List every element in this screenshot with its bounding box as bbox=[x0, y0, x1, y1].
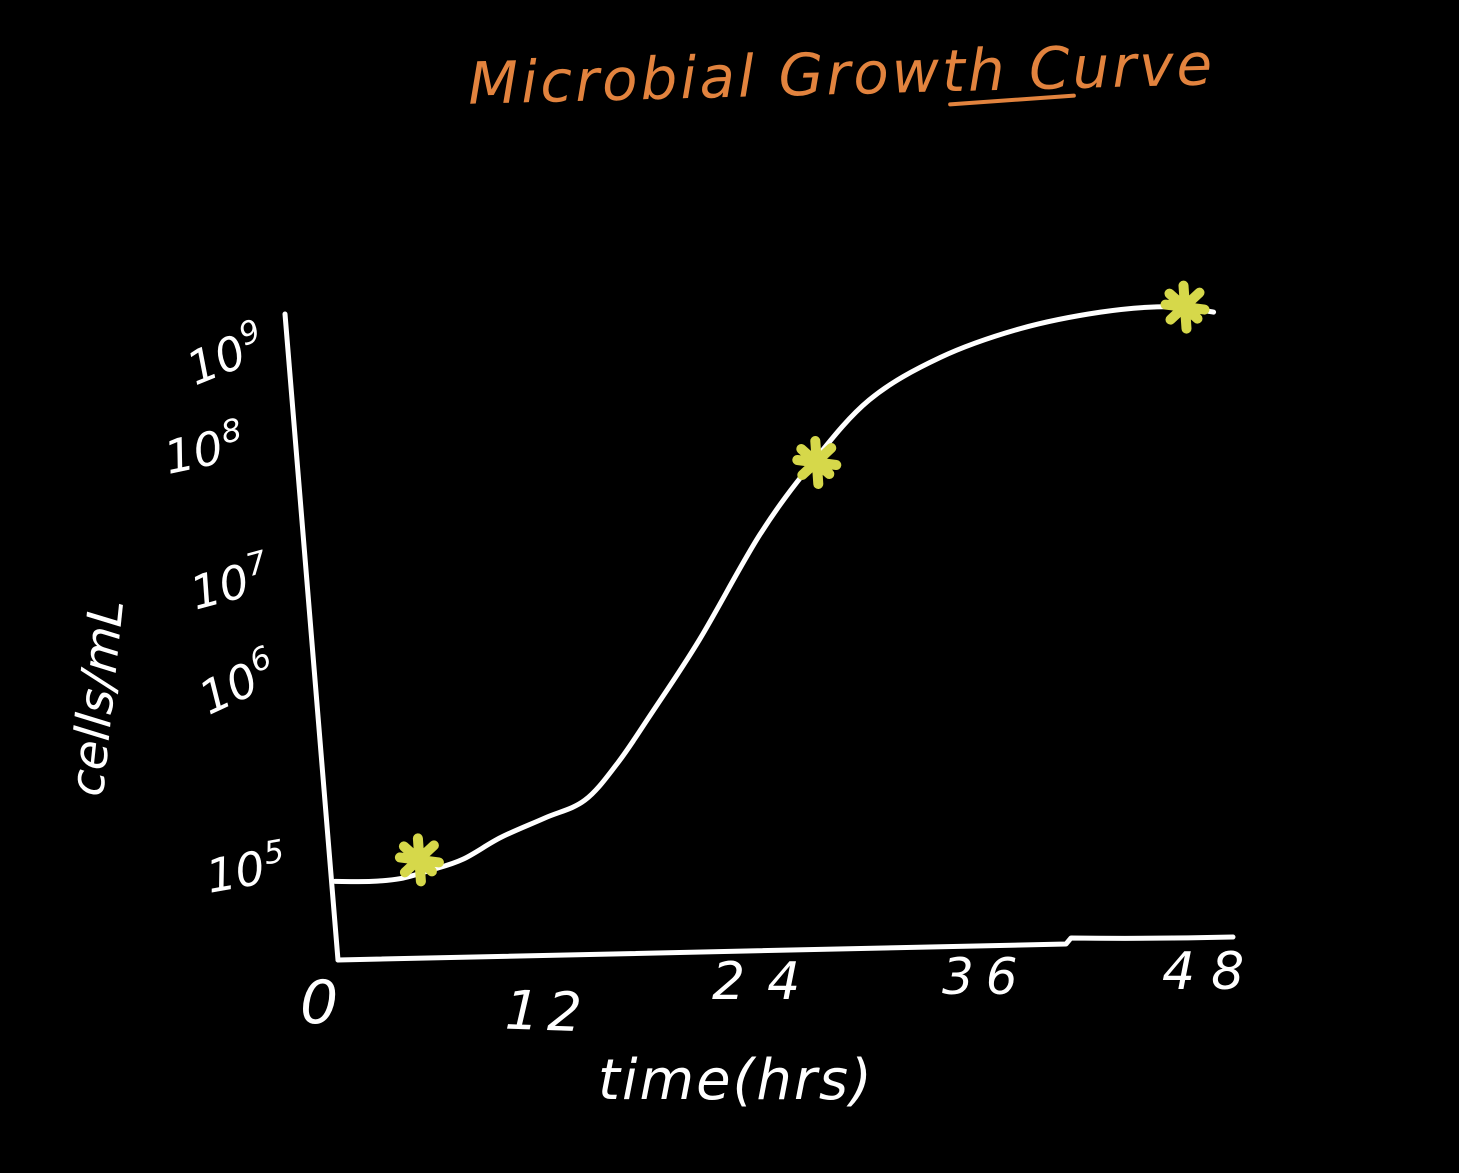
growth-curve bbox=[332, 304, 1217, 885]
x-tick-48: 48 bbox=[1162, 942, 1261, 1002]
x-tick-24: 24 bbox=[712, 952, 823, 1012]
axes-group bbox=[282, 311, 1236, 963]
x-tick-0: 0 bbox=[300, 968, 339, 1038]
x-tick-36: 36 bbox=[942, 948, 1030, 1006]
x-axis-label: time(hrs) bbox=[598, 1048, 874, 1113]
y-axis-line bbox=[282, 311, 341, 963]
marker-stars bbox=[394, 280, 1210, 887]
x-axis-line bbox=[335, 934, 1236, 963]
